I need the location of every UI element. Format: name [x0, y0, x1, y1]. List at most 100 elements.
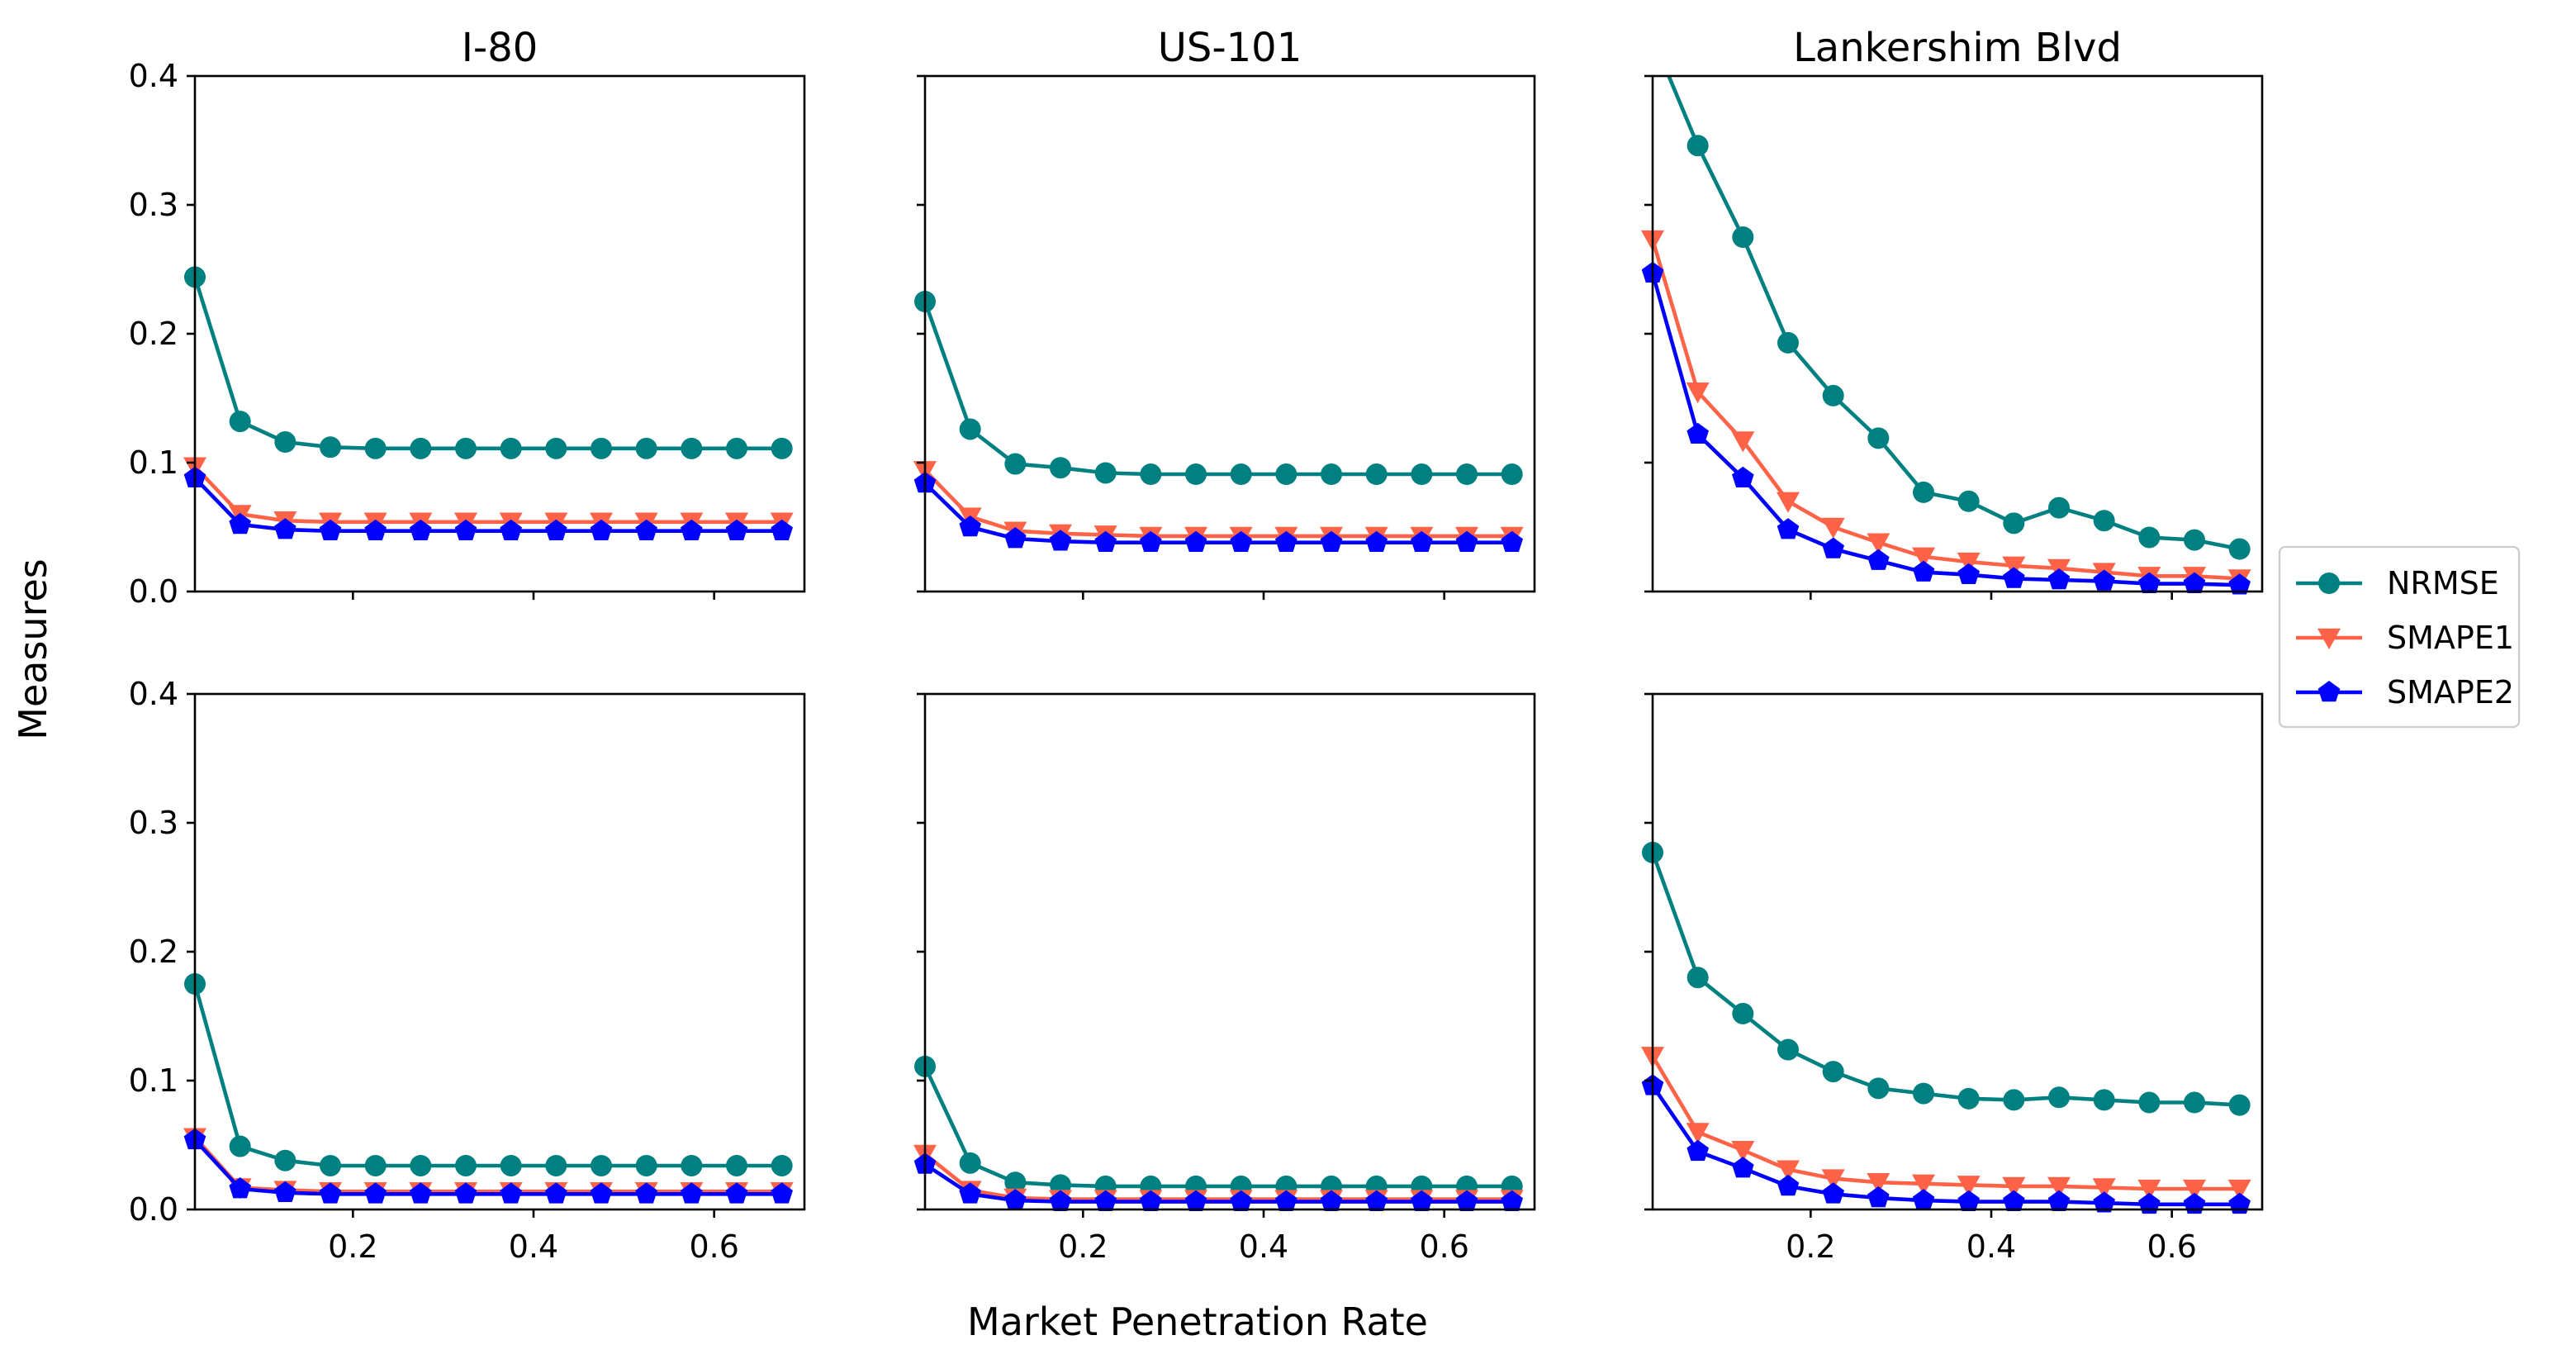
point-smape1 [1957, 552, 1981, 574]
point-nrmse [1050, 457, 1071, 479]
series-line-nrmse [923, 1065, 1512, 1189]
point-smape1 [2183, 1179, 2206, 1201]
point-nrmse [274, 431, 297, 454]
point-nrmse [726, 437, 747, 459]
y-tick-label: 0.0 [129, 573, 178, 610]
point-smape2 [1365, 530, 1388, 552]
point-nrmse [1777, 331, 1799, 354]
point-nrmse [364, 1154, 387, 1176]
legend-marker-smape2 [2317, 681, 2341, 702]
point-smape2 [2138, 1192, 2161, 1214]
point-smape2 [364, 1182, 387, 1204]
point-nrmse [364, 437, 387, 459]
point-smape2 [590, 1182, 613, 1204]
point-smape2 [364, 519, 387, 540]
point-nrmse [591, 1154, 612, 1176]
point-nrmse [455, 1154, 477, 1176]
point-smape1 [2092, 1178, 2116, 1200]
y-tick-label: 0.1 [129, 444, 178, 481]
point-smape2 [1867, 1186, 1890, 1208]
point-nrmse [2228, 1094, 2251, 1116]
point-nrmse [1004, 1171, 1027, 1194]
point-smape2 [1140, 1190, 1162, 1211]
point-nrmse [2048, 497, 2070, 519]
point-smape2 [1411, 530, 1433, 552]
point-smape2 [1365, 1190, 1388, 1211]
point-nrmse [1365, 463, 1388, 486]
x-tick-label: 0.2 [1786, 1228, 1835, 1265]
point-smape2 [545, 1182, 567, 1204]
legend-label: SMAPE1 [2387, 620, 2514, 656]
point-nrmse [229, 411, 251, 433]
point-nrmse [1686, 135, 1709, 157]
axes-frame [923, 74, 1536, 593]
point-nrmse [1867, 1077, 1890, 1100]
point-smape2 [1049, 530, 1072, 551]
point-smape2 [1094, 530, 1117, 552]
panel-r0-c2: Lankershim Blvd [1641, 25, 2264, 600]
point-smape2 [2228, 573, 2251, 595]
point-smape2 [1184, 530, 1207, 552]
point-nrmse [1140, 463, 1162, 486]
panel-data-r0-c0 [183, 266, 794, 540]
point-nrmse [1642, 26, 1663, 48]
point-smape2 [771, 519, 793, 540]
panel-title: Lankershim Blvd [1793, 25, 2122, 71]
panel-r1-c2: 0.2 0.4 0.6 [1641, 692, 2264, 1265]
point-nrmse [455, 437, 477, 459]
y-tick-label: 0.3 [129, 805, 178, 841]
point-smape2 [274, 1181, 297, 1202]
point-nrmse [2138, 526, 2161, 549]
point-nrmse [771, 437, 793, 459]
point-nrmse [1411, 463, 1433, 486]
point-nrmse [1913, 1082, 1934, 1105]
point-nrmse [1185, 463, 1207, 486]
point-nrmse [1094, 462, 1117, 484]
point-nrmse [1777, 1038, 1799, 1061]
y-tick-label: 0.2 [129, 316, 178, 352]
point-nrmse [1501, 463, 1523, 486]
point-smape2 [1455, 1190, 1478, 1211]
point-smape1 [1867, 533, 1890, 554]
point-smape2 [500, 1182, 522, 1204]
point-smape1 [1686, 383, 1710, 404]
point-smape2 [454, 1182, 477, 1204]
point-smape2 [959, 1182, 981, 1204]
point-smape2 [1957, 563, 1980, 584]
point-smape2 [1004, 527, 1027, 549]
point-nrmse [1822, 1061, 1844, 1083]
legend-item-smape1: SMAPE1 [2296, 620, 2514, 656]
series-line-nrmse [192, 276, 782, 451]
panel-data-r1-c1 [913, 1055, 1524, 1211]
point-smape1 [1821, 1169, 1845, 1190]
point-smape1 [1867, 1173, 1890, 1195]
point-smape1 [1912, 547, 1935, 568]
series-line-nrmse [192, 983, 782, 1168]
panels-group: 0.0 0.1 0.2 0.3 0.4 I-80 US-101 Lankershim Blvd… [129, 25, 2264, 1265]
point-smape2 [2183, 572, 2206, 593]
point-smape2 [1732, 466, 1754, 487]
point-smape2 [681, 1182, 703, 1204]
legend-marker-smape1 [2317, 628, 2341, 649]
point-smape2 [454, 519, 477, 540]
legend-box [2278, 545, 2521, 729]
point-smape2 [771, 1182, 793, 1204]
y-tick-label: 0.4 [129, 676, 178, 712]
point-smape2 [410, 1182, 432, 1204]
point-nrmse [2003, 1089, 2025, 1111]
point-smape2 [500, 519, 522, 540]
series-line-smape1 [193, 465, 782, 525]
point-smape2 [1275, 1190, 1297, 1211]
point-nrmse [591, 437, 612, 459]
y-axis-label: Measures [11, 558, 55, 739]
series-line-nrmse [923, 301, 1512, 477]
series-line-smape1 [1651, 1055, 2240, 1191]
point-smape1 [1731, 431, 1755, 453]
y-tick-label: 0.1 [129, 1062, 178, 1099]
point-smape1 [1777, 1160, 1800, 1181]
point-smape2 [1320, 1190, 1343, 1211]
axes-frame [923, 692, 1536, 1211]
point-smape2 [2138, 572, 2161, 593]
point-nrmse [1822, 384, 1844, 406]
